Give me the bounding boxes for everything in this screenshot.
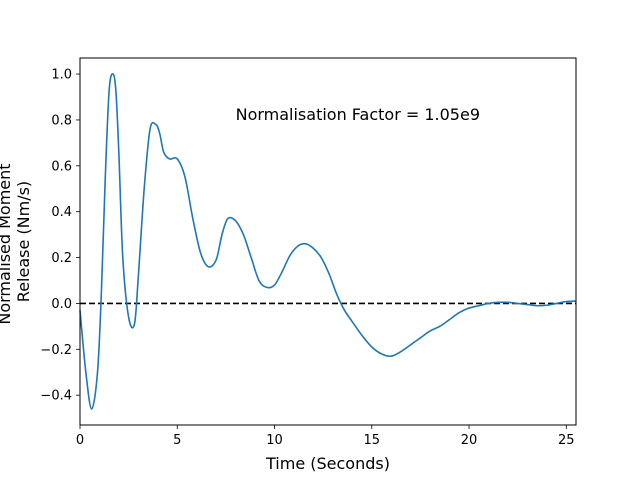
- x-tick-label: 15: [363, 433, 380, 448]
- y-axis-label-line-1: Normalised Moment: [0, 163, 14, 324]
- y-tick-label: 0.8: [51, 113, 72, 128]
- x-tick-label: 20: [461, 433, 478, 448]
- series-line-0: [79, 73, 577, 410]
- y-tick-label: 0.4: [51, 205, 72, 220]
- y-tick-label: 1.0: [51, 68, 72, 83]
- series-layer: [79, 73, 577, 410]
- x-ticks: 0 5 10 15 20 25: [76, 425, 575, 448]
- x-tick-label: 5: [173, 433, 181, 448]
- y-axis-label-line-2: Release (Nm/s): [14, 181, 33, 302]
- y-axis-label: Normalised Moment Release (Nm/s): [0, 158, 33, 324]
- x-tick-label: 10: [266, 433, 283, 448]
- x-tick-label: 0: [76, 433, 84, 448]
- y-tick-label: −0.4: [40, 389, 72, 404]
- x-tick-label: 25: [558, 433, 575, 448]
- y-tick-label: 0.6: [51, 159, 72, 174]
- normalisation-annotation: Normalisation Factor = 1.05e9: [236, 105, 480, 124]
- y-tick-label: 0.0: [51, 297, 72, 312]
- y-tick-label: 0.2: [51, 251, 72, 266]
- plot-frame: [79, 57, 577, 426]
- x-axis-label: Time (Seconds): [265, 454, 390, 473]
- y-ticks: −0.4 −0.2 0.0 0.2 0.4 0.6 0.8 1.0: [40, 68, 80, 404]
- y-tick-label: −0.2: [40, 343, 72, 358]
